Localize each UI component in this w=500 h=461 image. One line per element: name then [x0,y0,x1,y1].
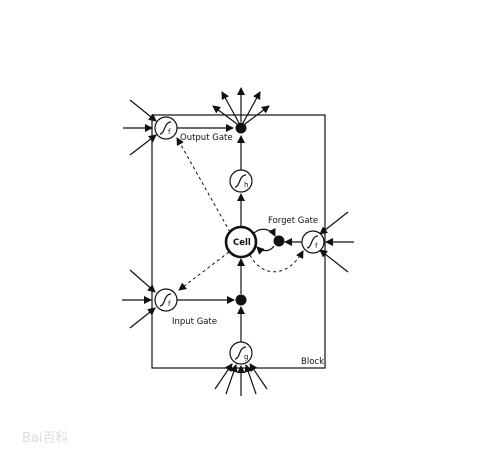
svg-text:g: g [244,353,248,361]
cell-input-activation-node: g [229,341,253,365]
svg-text:f: f [168,300,171,308]
svg-text:f: f [315,242,318,250]
forget-gate-label: Forget Gate [268,216,318,226]
cell-self-loop-out [253,227,276,237]
cell-node: Cell [224,225,258,259]
block-inputs [214,363,268,396]
cell-output-activation-node: h [229,169,253,193]
watermark: Bai百科 [22,431,69,446]
output-gate-inputs [123,99,157,156]
peephole-connections [176,137,304,291]
svg-text:f: f [168,128,171,136]
svg-text:h: h [244,181,248,189]
block-outputs [212,87,270,125]
cell-self-loop-in [256,245,275,255]
forget-multiplier [273,235,285,247]
input-multiplier [235,294,247,306]
svg-text:Cell: Cell [233,238,251,248]
forget-gate-node: f [301,230,325,254]
block-label: Block [301,357,324,367]
input-gate-label: Input Gate [172,317,217,327]
output-gate-node: f [154,116,178,140]
output-multiplier [235,122,247,134]
output-gate-label: Output Gate [180,133,233,143]
input-gate-inputs [122,269,156,329]
input-gate-node: f [154,288,178,312]
forget-gate-inputs [319,211,354,273]
